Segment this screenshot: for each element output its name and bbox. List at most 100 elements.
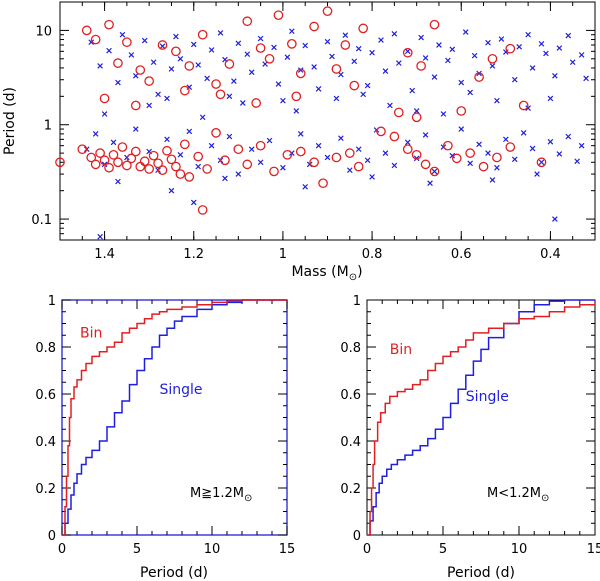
binary-star-point <box>77 144 88 155</box>
binary-star-point <box>344 148 355 158</box>
single-point-stroke <box>168 187 175 194</box>
single-point-stroke <box>302 183 309 190</box>
binary-star-point <box>474 72 484 82</box>
scatter-x-tick-label: 1.2 <box>183 247 204 262</box>
binary-star-point <box>104 19 114 30</box>
cdf-right-frame <box>366 299 596 536</box>
single-point-stroke <box>569 59 576 66</box>
single-point-stroke <box>159 43 166 50</box>
binary-star-point <box>113 58 123 68</box>
single-star-point <box>538 159 545 166</box>
single-star-point <box>552 216 558 222</box>
cdf-right-single-curve <box>367 299 595 536</box>
single-star-point <box>418 34 424 41</box>
single-star-point <box>431 74 438 80</box>
binary-star-point <box>358 23 369 34</box>
single-point-stroke <box>190 199 197 206</box>
single-star-point <box>525 31 531 38</box>
single-star-point <box>106 47 112 54</box>
single-point-stroke <box>106 47 112 54</box>
single-star-point <box>159 43 166 50</box>
single-point-stroke <box>119 31 126 38</box>
single-point-stroke <box>266 137 273 144</box>
binary-star-point <box>331 152 342 163</box>
single-point-stroke <box>485 150 491 156</box>
single-star-point <box>208 142 215 149</box>
single-point-stroke <box>458 126 465 132</box>
single-star-point <box>248 146 255 153</box>
binary-star-point <box>211 128 221 138</box>
single-point-stroke <box>431 74 438 80</box>
cdf-right-binary-label: Bin <box>390 342 412 358</box>
single-star-point <box>467 160 473 167</box>
cdf-right-y-tick-label: 1 <box>353 294 361 309</box>
binary-star-point <box>492 152 502 163</box>
cdf-right-y-tick-label: 0.8 <box>340 341 361 356</box>
single-star-point <box>195 163 202 170</box>
binary-star-point <box>55 157 65 168</box>
single-star-point <box>396 60 402 66</box>
single-star-point <box>190 199 197 206</box>
single-star-point <box>565 133 572 140</box>
single-star-point <box>338 135 344 142</box>
single-point-stroke <box>231 78 237 84</box>
single-star-point <box>458 79 465 86</box>
binary-star-point <box>456 106 467 116</box>
single-point-stroke <box>338 135 344 142</box>
single-star-point <box>239 100 246 106</box>
binary-star-point <box>171 161 181 172</box>
single-point-stroke <box>302 42 309 49</box>
single-point-stroke <box>195 163 202 170</box>
cdf-right-x-tick-label: 0 <box>363 542 371 557</box>
single-star-point <box>556 45 563 51</box>
binary-star-point <box>349 80 360 91</box>
cdf-left-x-axis-label: Period (d) <box>140 565 208 581</box>
single-star-point <box>293 108 300 114</box>
cdf-left-y-tick-label: 0.6 <box>35 388 56 403</box>
single-star-point <box>199 114 206 121</box>
single-star-point <box>297 67 304 73</box>
single-star-point <box>88 39 95 46</box>
scatter-y-tick-label: 1 <box>44 119 52 134</box>
single-point-stroke <box>498 36 505 42</box>
binary-star-point <box>171 46 181 57</box>
binary-star-point <box>153 158 163 169</box>
single-point-stroke <box>565 32 572 39</box>
single-star-point <box>342 32 349 38</box>
single-point-stroke <box>235 40 242 47</box>
single-point-stroke <box>364 157 371 164</box>
binary-star-point <box>505 142 516 152</box>
scatter-binary-series <box>55 6 547 215</box>
single-point-stroke <box>239 100 246 106</box>
single-star-point <box>141 37 148 44</box>
single-star-point <box>467 89 473 96</box>
binary-star-point <box>179 139 190 150</box>
single-star-point <box>115 178 121 185</box>
single-point-stroke <box>257 159 264 166</box>
single-point-stroke <box>583 75 589 82</box>
single-star-point <box>302 183 309 190</box>
single-star-point <box>338 71 344 78</box>
single-point-stroke <box>248 146 255 153</box>
single-point-stroke <box>244 51 251 57</box>
single-star-point <box>280 97 286 104</box>
binary-star-point <box>108 149 119 160</box>
single-star-point <box>569 59 576 66</box>
binary-star-point <box>215 89 226 100</box>
single-point-stroke <box>346 167 353 173</box>
single-point-stroke <box>115 79 121 86</box>
single-point-stroke <box>226 133 233 140</box>
single-star-point <box>369 49 375 56</box>
cdf-right-y-tick-label: 0.2 <box>340 482 361 497</box>
binary-star-point <box>420 159 431 170</box>
binary-star-point <box>184 172 195 182</box>
binary-star-point <box>139 156 150 167</box>
single-point-stroke <box>552 216 558 222</box>
single-point-stroke <box>190 41 197 48</box>
single-point-stroke <box>222 175 228 182</box>
single-point-stroke <box>556 45 563 51</box>
single-point-stroke <box>418 34 424 41</box>
single-star-point <box>529 65 536 71</box>
binary-star-point <box>197 29 208 40</box>
